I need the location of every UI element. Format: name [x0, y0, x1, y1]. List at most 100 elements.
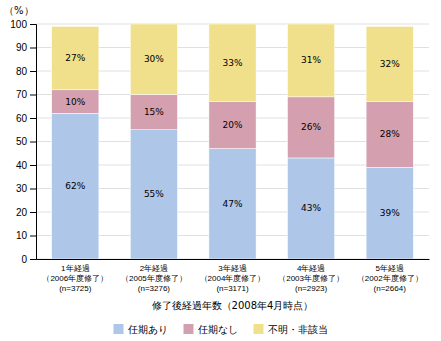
tick: 100 [10, 19, 36, 30]
tick-mark [30, 236, 36, 237]
legend-swatch [184, 324, 194, 334]
tick: 90 [16, 42, 36, 53]
tick-label-line: 3年経過 [218, 264, 246, 273]
bar [288, 97, 335, 158]
tick-label: 30 [16, 183, 28, 194]
bar [52, 90, 99, 114]
data-label: 33% [222, 58, 242, 68]
data-label: 62% [65, 181, 85, 191]
axis-line [30, 25, 37, 260]
bar [209, 102, 256, 149]
x-axis: 1年経過（2006年度修了）(n=3725) 2年経過（2005年度修了）(n=3… [37, 259, 430, 293]
tick: 70 [16, 89, 36, 100]
tick-label-line: （2003年度修了） [278, 274, 344, 283]
tick-label-line: (n=2664) [374, 284, 407, 293]
legend-label: 不明・非該当 [268, 324, 328, 335]
tick-label: 60 [16, 113, 28, 124]
bar [209, 149, 256, 259]
tick-label: 10 [16, 230, 28, 241]
data-label: 31% [301, 55, 321, 65]
plot: 01020304050607080901001年経過（2006年度修了）(n=3… [10, 19, 429, 293]
tick-mark [30, 212, 36, 213]
tick-mark [30, 71, 36, 72]
bar [130, 95, 177, 130]
data-label: 26% [301, 122, 321, 132]
data-label: 30% [144, 54, 164, 64]
legend-item: 任期あり [114, 324, 168, 335]
data-label: 27% [65, 53, 85, 63]
bar [130, 130, 177, 259]
tick-label-line: 5年経過 [375, 264, 403, 273]
data-label: 47% [222, 199, 242, 209]
tick-label: 80 [16, 66, 28, 77]
tick-label-line: (n=2923) [295, 284, 328, 293]
legend: 任期あり 任期なし 不明・非該当 [114, 324, 328, 335]
legend-swatch [114, 324, 124, 334]
tick-label-line: (n=3725) [59, 284, 92, 293]
data-label: 28% [380, 129, 400, 139]
tick: 40 [16, 160, 36, 171]
data-label: 55% [144, 189, 164, 199]
data-label: 15% [144, 107, 164, 117]
tick-mark [30, 189, 36, 190]
tick: 0 [21, 254, 36, 265]
bar [52, 113, 99, 259]
tick-label: 4年経過（2003年度修了）(n=2923) [278, 264, 344, 293]
tick-label-line: 4年経過 [297, 264, 325, 273]
tick: 4年経過（2003年度修了）(n=2923) [278, 259, 344, 293]
tick-label-line: (n=3171) [216, 284, 249, 293]
y-axis-title: （%） [4, 5, 34, 16]
tick-label-line: （2004年度修了） [200, 274, 266, 283]
bar [288, 24, 335, 97]
bar [130, 24, 177, 95]
tick-mark [30, 259, 36, 260]
tick: 80 [16, 66, 36, 77]
tick-label-line: （2002年度修了） [357, 274, 423, 283]
tick-label-line: 2年経過 [140, 264, 168, 273]
bar [52, 26, 99, 89]
chart: 01020304050607080901001年経過（2006年度修了）(n=3… [0, 0, 441, 341]
data-label: 10% [65, 97, 85, 107]
data-labels: 62% 55% 47% 43% 39% 10% 15% 20% 26% 28% 27% 30% 33% 3… [65, 53, 400, 218]
tick-label-line: （2006年度修了） [42, 274, 108, 283]
data-label: 20% [222, 120, 242, 130]
tick-label: 20 [16, 207, 28, 218]
tick: 30 [16, 183, 36, 194]
tick-label-line: (n=3276) [138, 284, 171, 293]
tick: 1年経過（2006年度修了）(n=3725) [42, 259, 108, 293]
tick-mark [30, 48, 36, 49]
tick-mark [30, 24, 36, 25]
tick-label-line: 1年経過 [61, 264, 89, 273]
tick-mark [30, 142, 36, 143]
x-axis-title: 修了後経過年数（2008年4月時点） [152, 300, 314, 311]
data-label: 43% [301, 203, 321, 213]
legend-swatch [254, 324, 264, 334]
tick-label: 100 [10, 19, 27, 30]
tick-label: 50 [16, 136, 28, 147]
grid [36, 24, 429, 259]
bar [288, 158, 335, 259]
tick-label: 90 [16, 42, 28, 53]
tick: 3年経過（2004年度修了）(n=3171) [200, 259, 266, 293]
tick-mark [30, 95, 36, 96]
tick: 60 [16, 113, 36, 124]
tick: 20 [16, 207, 36, 218]
tick: 10 [16, 230, 36, 241]
bars [52, 24, 414, 259]
data-label: 32% [380, 59, 400, 69]
y-axis: 0 10 20 30 40 50 60 70 80 90 100 [10, 19, 36, 265]
tick: 5年経過（2002年度修了）(n=2664) [357, 259, 423, 293]
tick-label: 0 [21, 254, 27, 265]
legend-item: 任期なし [184, 324, 238, 335]
tick-label: 3年経過（2004年度修了）(n=3171) [200, 264, 266, 293]
tick-label: 70 [16, 89, 28, 100]
data-label: 39% [380, 208, 400, 218]
tick: 2年経過（2005年度修了）(n=3276) [121, 259, 187, 293]
bar [366, 26, 413, 101]
legend-item: 不明・非該当 [254, 324, 328, 335]
tick-label: 40 [16, 160, 28, 171]
tick-mark [30, 165, 36, 166]
bar [366, 102, 413, 168]
tick-label: 1年経過（2006年度修了）(n=3725) [42, 264, 108, 293]
tick-mark [30, 118, 36, 119]
